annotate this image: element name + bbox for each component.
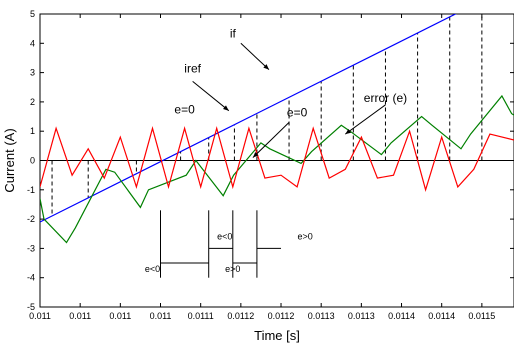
annotation-arrows	[192, 42, 386, 158]
annotation-label: if	[230, 26, 237, 40]
annotation-arrowhead	[252, 152, 259, 158]
x-tick-label: 0.0113	[348, 311, 375, 321]
y-tick-label: 3	[30, 68, 35, 78]
annotation-label: e=0	[287, 106, 308, 120]
annotation-label: iref	[184, 62, 201, 76]
annotation-label: e>0	[297, 232, 312, 242]
switch-lines	[51, 14, 483, 216]
y-tick-label: -2	[27, 214, 35, 224]
y-tick-label: -5	[27, 302, 35, 312]
y-tick-label: 5	[30, 9, 35, 19]
y-tick-label: 1	[30, 126, 35, 136]
x-tick-label: 0.0114	[428, 311, 455, 321]
annotation-arrowhead	[345, 128, 352, 135]
x-tick-label: 0.011	[29, 311, 51, 321]
annotation-arrow	[344, 104, 386, 135]
annotation-label: e<0	[145, 264, 160, 274]
plot-area	[39, 13, 514, 308]
x-axis-ticks: 0.011 0.011 0.011 0.011 0.0111 0.0112 0.0112 0.…	[29, 14, 495, 321]
x-tick-label: 0.0113	[308, 311, 335, 321]
annotation-label: error (e)	[364, 91, 407, 105]
series-group	[40, 14, 514, 244]
x-tick-label: 0.011	[150, 311, 172, 321]
y-axis-ticks: -5 -4 -3 -2 -1 0 1 2 3 4 5	[27, 9, 514, 312]
x-tick-label: 0.0112	[227, 311, 254, 321]
series-line-errore	[40, 126, 514, 192]
interval-marks	[160, 210, 282, 278]
annotation-arrow	[252, 122, 290, 158]
y-tick-label: 0	[30, 156, 35, 166]
annotation-arrowhead	[223, 105, 229, 111]
y-tick-label: -4	[27, 273, 35, 283]
x-tick-label: 0.011	[69, 311, 91, 321]
x-axis-title: Time [s]	[254, 328, 300, 343]
annotation-label: e<0	[217, 232, 232, 242]
y-tick-label: -1	[27, 185, 35, 195]
y-tick-label: -3	[27, 243, 35, 253]
annotation-arrowhead	[263, 64, 269, 70]
annotations: iref if e=0 e=0 error (e) e<0 e>0 e<0 e>0	[145, 26, 407, 273]
x-tick-label: 0.0114	[388, 311, 415, 321]
series-line-iref	[40, 14, 457, 223]
y-axis-title: Current (A)	[2, 128, 17, 192]
x-tick-label: 0.011	[109, 311, 131, 321]
y-tick-label: 2	[30, 97, 35, 107]
series-line-if	[40, 94, 514, 244]
x-tick-label: 0.0111	[188, 311, 214, 321]
annotation-arrow	[240, 42, 270, 71]
x-tick-label: 0.0112	[268, 311, 295, 321]
annotation-label: e=0	[174, 103, 195, 117]
annotation-arrow	[192, 81, 230, 112]
annotation-label: e>0	[225, 264, 240, 274]
y-tick-label: 4	[30, 38, 35, 48]
x-tick-label: 0.0115	[468, 311, 495, 321]
